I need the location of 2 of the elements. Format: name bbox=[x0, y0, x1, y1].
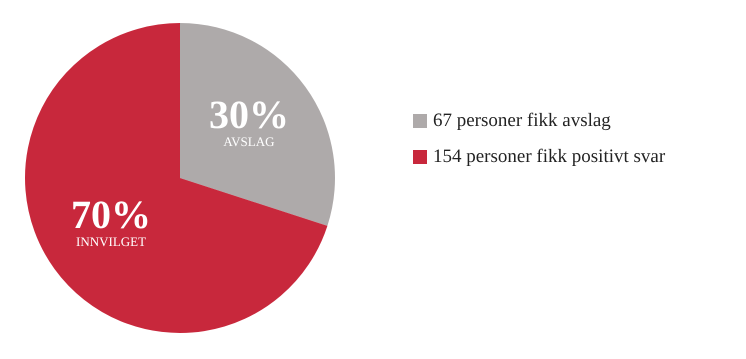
legend-label: 154 personer fikk positivt svar bbox=[433, 146, 666, 168]
legend-label: 67 personer fikk avslag bbox=[433, 110, 611, 132]
